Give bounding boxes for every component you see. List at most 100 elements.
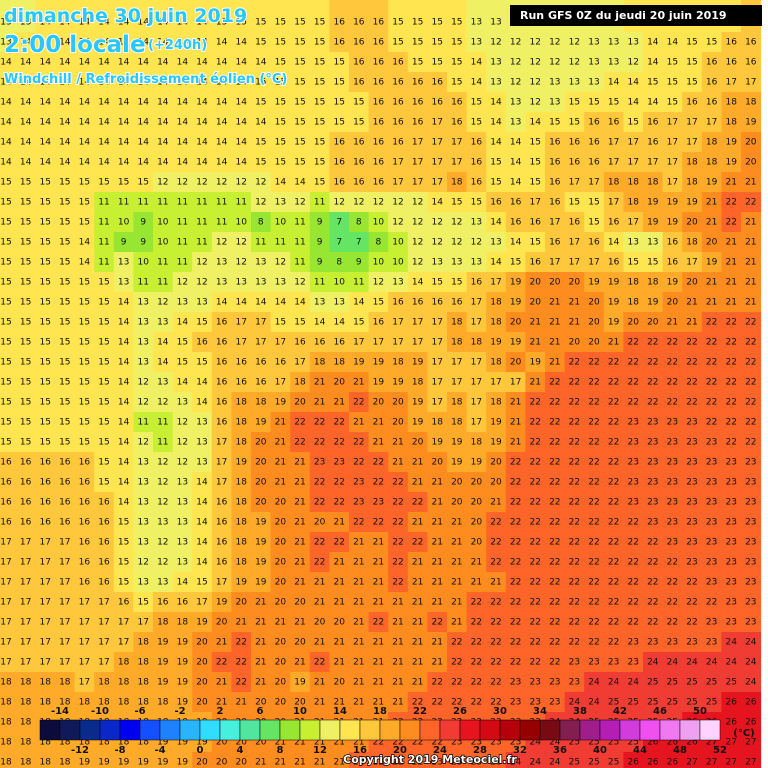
- grid-value: 15: [39, 438, 50, 448]
- grid-value: 14: [79, 118, 91, 128]
- grid-value: 22: [314, 478, 325, 488]
- grid-value: 18: [118, 658, 130, 668]
- grid-value: 21: [412, 618, 423, 628]
- grid-value: 13: [431, 258, 442, 268]
- grid-value: 18: [431, 418, 443, 428]
- grid-value: 17: [20, 578, 31, 588]
- grid-value: 23: [725, 518, 736, 528]
- grid-value: 14: [196, 158, 208, 168]
- grid-value: 16: [373, 318, 385, 328]
- grid-cell: [427, 132, 448, 153]
- grid-value: 22: [235, 638, 246, 648]
- grid-cell: [584, 52, 605, 73]
- grid-cell: [251, 52, 272, 73]
- grid-value: 17: [255, 338, 266, 348]
- grid-value: 13: [314, 298, 325, 308]
- grid-value: 20: [745, 158, 757, 168]
- grid-cell: [643, 172, 664, 193]
- grid-value: 17: [686, 258, 697, 268]
- grid-cell: [662, 212, 683, 233]
- grid-cell: [525, 32, 546, 53]
- colorbar-box: [99, 719, 121, 741]
- grid-value: 14: [98, 158, 110, 168]
- grid-value: 21: [549, 298, 560, 308]
- grid-value: 18: [725, 118, 737, 128]
- grid-value: 22: [510, 538, 521, 548]
- grid-value: 15: [294, 38, 305, 48]
- grid-value: 22: [510, 658, 521, 668]
- grid-value: 25: [706, 678, 717, 688]
- grid-cell: [55, 0, 76, 33]
- grid-cell: [74, 132, 95, 153]
- grid-cell: [290, 0, 311, 33]
- grid-value: 19: [451, 438, 463, 448]
- grid-value: 20: [216, 618, 228, 628]
- grid-value: 21: [412, 638, 423, 648]
- grid-value: 15: [314, 158, 325, 168]
- grid-value: 14: [196, 58, 208, 68]
- grid-value: 15: [39, 298, 50, 308]
- grid-value: 13: [177, 538, 188, 548]
- grid-cell: [74, 232, 95, 253]
- grid-value: 20: [471, 518, 483, 528]
- grid-value: 8: [356, 218, 362, 228]
- grid-value: 19: [510, 278, 522, 288]
- grid-value: 19: [255, 558, 267, 568]
- grid-value: 17: [412, 138, 423, 148]
- grid-cell: [270, 132, 291, 153]
- grid-cell: [741, 132, 762, 153]
- grid-value: 16: [412, 78, 424, 88]
- grid-value: 22: [529, 518, 540, 528]
- grid-value: 21: [745, 178, 756, 188]
- grid-cell: [15, 52, 36, 73]
- grid-cell: [545, 192, 566, 213]
- grid-value: 24: [745, 638, 757, 648]
- grid-value: 19: [686, 198, 698, 208]
- grid-value: 19: [706, 178, 718, 188]
- grid-value: 22: [608, 478, 619, 488]
- grid-value: 23: [725, 538, 736, 548]
- grid-cell: [368, 152, 389, 173]
- grid-cell: [270, 0, 291, 33]
- grid-cell: [113, 132, 134, 153]
- grid-value: 15: [0, 358, 11, 368]
- grid-value: 17: [59, 598, 70, 608]
- grid-value: 22: [392, 558, 403, 568]
- grid-value: 18: [157, 618, 169, 628]
- grid-value: 20: [275, 498, 287, 508]
- grid-cell: [505, 232, 526, 253]
- grid-cell: [231, 92, 252, 113]
- grid-value: 17: [59, 658, 70, 668]
- grid-cell: [0, 152, 17, 173]
- grid-value: 13: [196, 298, 207, 308]
- grid-value: 22: [725, 378, 736, 388]
- grid-cell: [525, 52, 546, 73]
- grid-value: 13: [588, 38, 599, 48]
- grid-cell: [682, 212, 703, 233]
- grid-value: 22: [647, 378, 658, 388]
- colorbar-box: [559, 719, 581, 741]
- grid-value: 15: [627, 118, 638, 128]
- grid-cell: [486, 112, 507, 133]
- grid-cell: [643, 192, 664, 213]
- grid-cell: [35, 72, 56, 93]
- grid-value: 22: [510, 578, 521, 588]
- grid-value: 19: [667, 218, 679, 228]
- grid-value: 22: [745, 438, 756, 448]
- grid-value: 15: [196, 578, 207, 588]
- colorbar-label: 8: [277, 745, 284, 756]
- grid-value: 23: [569, 658, 580, 668]
- grid-cell: [545, 212, 566, 233]
- grid-cell: [309, 132, 330, 153]
- grid-cell: [662, 72, 683, 93]
- grid-cell: [309, 52, 330, 73]
- grid-value: 20: [255, 498, 267, 508]
- grid-value: 22: [667, 618, 678, 628]
- grid-value: 12: [216, 178, 227, 188]
- grid-value: 16: [333, 138, 345, 148]
- grid-value: 17: [0, 618, 11, 628]
- grid-cell: [643, 112, 664, 133]
- colorbar-box: [319, 719, 341, 741]
- grid-value: 17: [490, 378, 501, 388]
- grid-value: 15: [20, 238, 31, 248]
